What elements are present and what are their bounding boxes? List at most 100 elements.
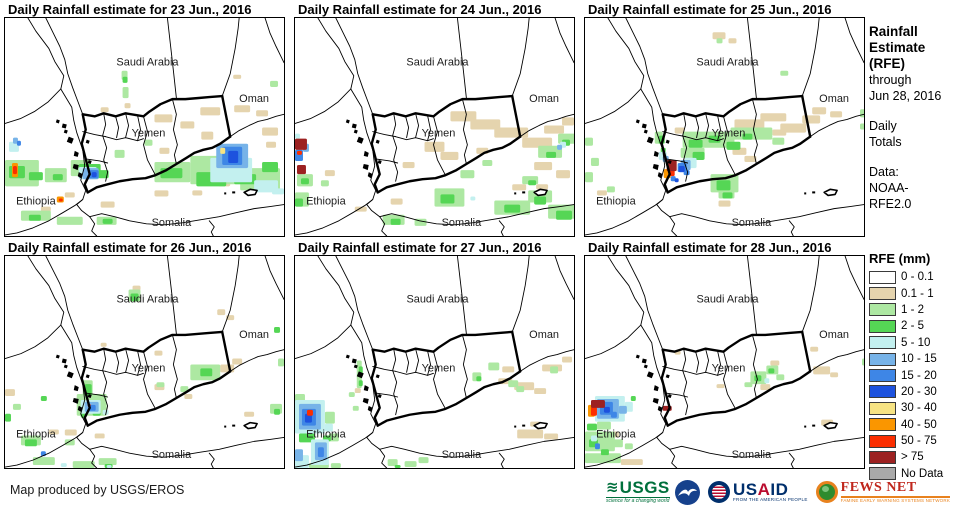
noaa-seagull-icon (678, 488, 697, 496)
country-label: Oman (529, 93, 559, 105)
legend-swatch (869, 287, 896, 301)
rainfall-map-svg: Saudi Arabia Oman Yemen Ethiopia Somalia (585, 256, 864, 468)
legend-swatch (869, 352, 896, 366)
map-26jun: Saudi Arabia Oman Yemen Ethiopia Somalia (4, 255, 285, 469)
sidebar-period-line: Daily (869, 119, 897, 133)
country-label: Somalia (442, 449, 482, 461)
legend-swatch (869, 369, 896, 383)
map-28jun: Saudi Arabia Oman Yemen Ethiopia Somalia (584, 255, 865, 469)
usgs-wave-icon: ≋ (606, 479, 619, 496)
country-label: Yemen (712, 128, 746, 140)
country-label: Ethiopia (16, 428, 57, 440)
sidebar-date: Jun 28, 2016 (869, 89, 942, 103)
country-label: Saudi Arabia (696, 57, 759, 69)
legend-swatch (869, 401, 896, 415)
legend-label: 10 - 15 (901, 353, 937, 366)
country-label: Saudi Arabia (116, 293, 179, 305)
sidebar-source-line: RFE2.0 (869, 197, 912, 211)
country-label: Oman (239, 93, 269, 105)
fewsnet-tagline: FAMINE EARLY WARNING SYSTEMS NETWORK (840, 497, 951, 503)
noaa-logo (675, 479, 700, 505)
legend-label: 20 - 30 (901, 385, 937, 398)
legend-swatch (869, 270, 896, 284)
legend-entry: 0.1 - 1 (869, 285, 965, 301)
usaid-logo: USAID FROM THE AMERICAN PEOPLE (708, 481, 808, 503)
footer-logos: ≋ USGS science for a changing world USAI… (606, 478, 951, 506)
country-label: Saudi Arabia (406, 293, 469, 305)
legend-entry: No Data (869, 466, 965, 482)
legend-label: 40 - 50 (901, 418, 937, 431)
legend-label: 1 - 2 (901, 303, 925, 316)
legend-entry: 20 - 30 (869, 384, 965, 400)
legend-swatch (869, 385, 896, 399)
legend-swatch (869, 450, 896, 464)
legend-entry: 40 - 50 (869, 417, 965, 433)
legend-entry: 2 - 5 (869, 318, 965, 334)
map-27jun: Saudi Arabia Oman Yemen Ethiopia Somalia (294, 255, 575, 469)
rainfall-map-svg: Saudi Arabia Oman Yemen Ethiopia Somalia (5, 256, 284, 468)
rain-patches (295, 356, 573, 468)
legend-label: No Data (901, 467, 944, 480)
legend-entry: 15 - 20 (869, 367, 965, 383)
legend-label: 2 - 5 (901, 320, 925, 333)
usaid-emblem-icon (708, 481, 730, 503)
legend-label: 30 - 40 (901, 402, 937, 415)
legend-entry: 10 - 15 (869, 351, 965, 367)
country-label: Somalia (442, 217, 482, 229)
country-label: Saudi Arabia (116, 57, 179, 69)
rain-patches (295, 111, 574, 226)
rain-patches (585, 346, 864, 466)
panel-title-24jun: Daily Rainfall estimate for 24 Jun., 201… (298, 2, 542, 17)
sidebar-title-line: Estimate (869, 40, 926, 55)
map-25jun: Saudi Arabia Oman Yemen Ethiopia Somalia (584, 17, 865, 237)
fewsnet-logo-text: FEWS NET (840, 480, 951, 498)
legend-swatch (869, 319, 896, 333)
sidebar-title-line: Rainfall (869, 24, 918, 39)
sidebar-title-line: (RFE) (869, 56, 905, 71)
legend-entry: > 75 (869, 449, 965, 465)
legend-entry: 5 - 10 (869, 335, 965, 351)
country-label: Somalia (732, 217, 772, 229)
sidebar-through: through (869, 73, 912, 87)
legend-label: 0 - 0.1 (901, 271, 934, 284)
legend-label: 0.1 - 1 (901, 287, 934, 300)
rainfall-map-svg: Saudi Arabia Oman Yemen Ethiopia Somalia (5, 18, 284, 236)
country-label: Yemen (422, 128, 456, 140)
country-label: Oman (239, 329, 269, 341)
country-label: Ethiopia (596, 195, 636, 207)
legend-swatch (869, 467, 896, 481)
rfe-legend: RFE (mm) 0 - 0.1 0.1 - 1 1 - 2 2 - 5 5 - 10 1… (869, 251, 965, 482)
legend-label: > 75 (901, 451, 924, 464)
usgs-tagline: science for a changing world (606, 497, 670, 504)
legend-rows: 0 - 0.1 0.1 - 1 1 - 2 2 - 5 5 - 10 10 - 15 15 … (869, 269, 965, 482)
country-label: Ethiopia (16, 195, 56, 207)
panel-title-28jun: Daily Rainfall estimate for 28 Jun., 201… (588, 240, 832, 255)
country-label: Yemen (132, 128, 166, 140)
country-label: Somalia (732, 449, 772, 461)
legend-swatch (869, 336, 896, 350)
usgs-logo: ≋ USGS science for a changing world (606, 478, 670, 504)
legend-label: 15 - 20 (901, 369, 937, 382)
legend-entry: 0 - 0.1 (869, 269, 965, 285)
map-24jun: Saudi Arabia Oman Yemen Ethiopia Somalia (294, 17, 575, 237)
rainfall-map-svg: Saudi Arabia Oman Yemen Ethiopia Somalia (585, 18, 864, 236)
panel-title-23jun: Daily Rainfall estimate for 23 Jun., 201… (8, 2, 252, 17)
usaid-logo-text: USAID (733, 480, 789, 500)
country-label: Oman (819, 329, 849, 341)
panel-title-25jun: Daily Rainfall estimate for 25 Jun., 201… (588, 2, 832, 17)
legend-label: 50 - 75 (901, 435, 937, 448)
sidebar: Rainfall Estimate (RFE) through Jun 28, … (869, 24, 965, 212)
legend-label: 5 - 10 (901, 336, 931, 349)
legend-swatch (869, 434, 896, 448)
panel-title-27jun: Daily Rainfall estimate for 27 Jun., 201… (298, 240, 542, 255)
sidebar-source-line: Data: (869, 165, 899, 179)
country-label: Saudi Arabia (406, 57, 469, 69)
country-label: Oman (529, 329, 559, 341)
legend-entry: 30 - 40 (869, 400, 965, 416)
sidebar-period-line: Totals (869, 135, 902, 149)
legend-title: RFE (mm) (869, 251, 931, 266)
usgs-logo-text: USGS (619, 478, 670, 497)
fewsnet-logo: FEWS NET FAMINE EARLY WARNING SYSTEMS NE… (815, 480, 951, 504)
legend-swatch (869, 303, 896, 317)
